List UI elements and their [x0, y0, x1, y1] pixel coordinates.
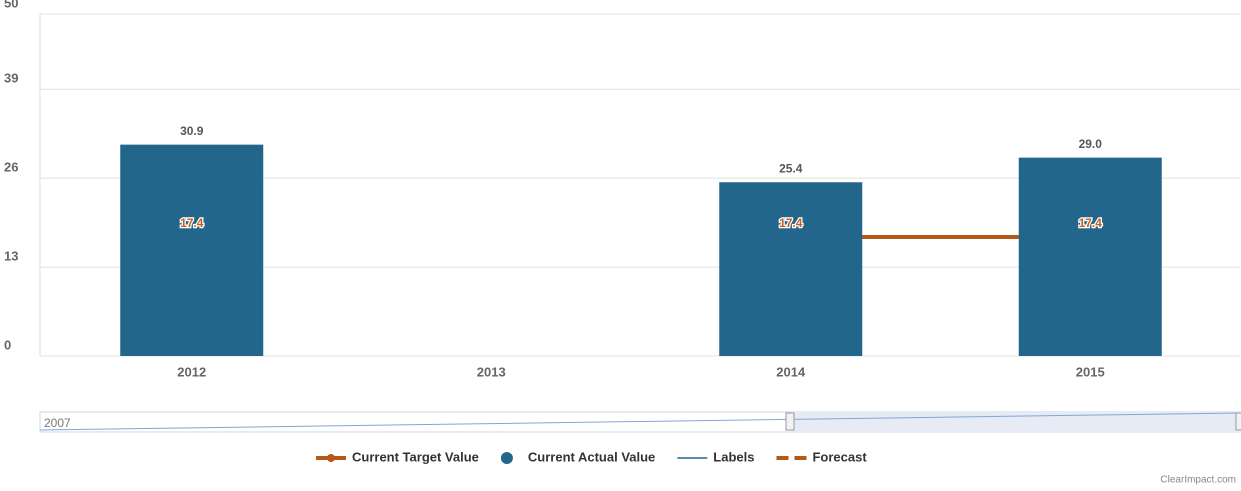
bar [719, 182, 863, 356]
target-label: 17.4 [779, 216, 803, 230]
navigator-handle[interactable] [1235, 412, 1241, 431]
data-label: 30.9 [180, 124, 204, 138]
navigator-line [39, 412, 1241, 431]
target-label: 17.4 [1079, 216, 1103, 230]
legend-label[interactable]: Forecast [812, 449, 867, 464]
y-tick-label: 26 [4, 160, 18, 175]
legend-label[interactable]: Current Target Value [352, 449, 479, 464]
navigator-handle[interactable] [785, 412, 795, 431]
data-label: 29.0 [1079, 137, 1103, 151]
bar [120, 144, 264, 356]
legend-label[interactable]: Current Actual Value [528, 449, 655, 464]
y-tick-label: 0 [4, 337, 11, 352]
x-tick-label: 2013 [477, 364, 506, 379]
navigator-selection [790, 412, 1240, 432]
y-tick-label: 50 [4, 0, 18, 10]
x-tick-label: 2014 [776, 364, 806, 379]
navigator-label: 2007 [44, 416, 71, 430]
x-tick-label: 2012 [177, 364, 206, 379]
target-label: 17.4 [180, 216, 204, 230]
y-tick-label: 13 [4, 249, 18, 264]
credit: ClearImpact.com [1160, 475, 1236, 486]
y-tick-label: 39 [4, 71, 18, 86]
bar [1018, 157, 1162, 356]
legend-label[interactable]: Labels [713, 449, 754, 464]
x-tick-label: 2015 [1076, 364, 1105, 379]
legend-symbol [327, 454, 335, 462]
data-label: 25.4 [779, 161, 803, 175]
legend-symbol [500, 452, 513, 464]
